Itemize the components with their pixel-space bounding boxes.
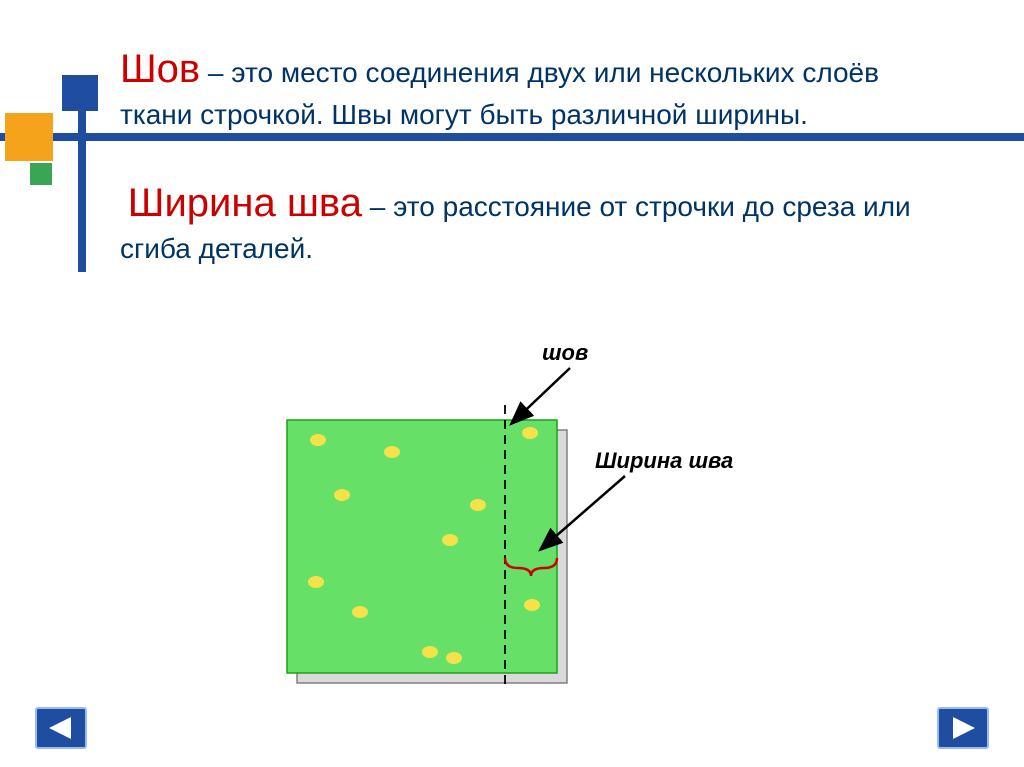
def1-text: – это место соединения двух или нескольк… xyxy=(120,57,879,130)
next-button[interactable] xyxy=(937,707,989,749)
prev-button[interactable] xyxy=(35,707,87,749)
diagram: шов Ширина шва xyxy=(280,340,790,720)
arrow-left-icon xyxy=(35,707,87,749)
term-shov: Шов xyxy=(120,47,200,91)
term-width: Ширина шва xyxy=(128,181,362,225)
content-area: Шов – это место соединения двух или неск… xyxy=(120,42,950,268)
arrow-right-icon xyxy=(937,707,989,749)
slide-decoration xyxy=(0,75,130,215)
diagram-svg xyxy=(280,340,790,720)
definition-1: Шов – это место соединения двух или неск… xyxy=(120,42,950,134)
definition-2: Ширина шва – это расстояние от строчки д… xyxy=(120,176,950,268)
